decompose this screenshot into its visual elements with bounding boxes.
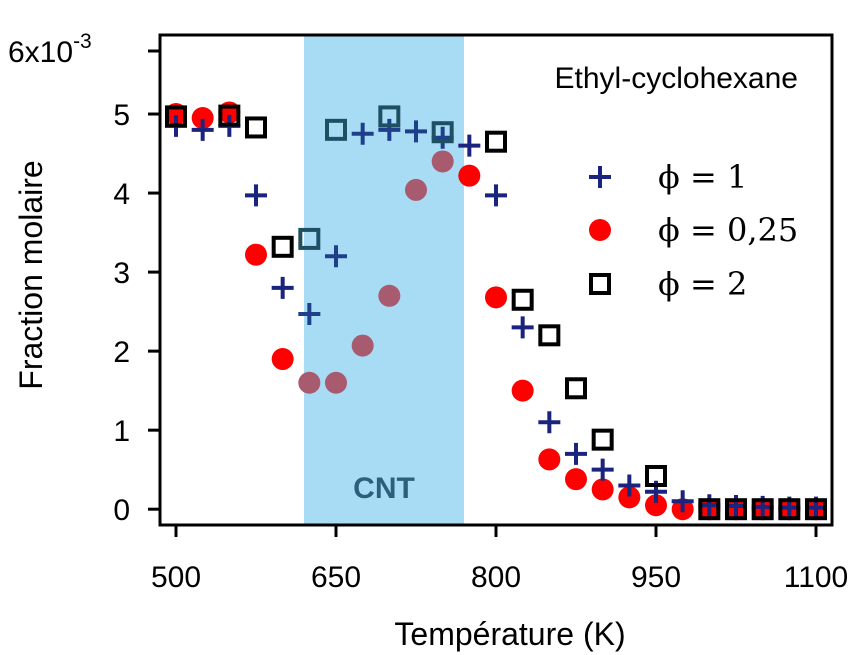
point-square-0	[165, 105, 187, 128]
legend-marker-circle	[589, 219, 611, 241]
cnt-band	[304, 35, 464, 525]
point-square-14	[698, 498, 721, 521]
point-square-11	[565, 377, 587, 400]
point-circle-15	[565, 468, 587, 491]
point-plus-8	[378, 118, 401, 141]
point-circle-1	[191, 106, 214, 129]
point-plus-5	[298, 302, 321, 325]
point-square-4	[298, 227, 321, 250]
point-square-16	[751, 498, 774, 521]
y-tick-label: 2	[113, 336, 130, 369]
point-plus-9	[405, 120, 427, 143]
point-plus-13	[511, 316, 534, 339]
y-scale-exponent: -3	[73, 30, 92, 53]
legend-marker-plus	[589, 166, 611, 188]
point-square-2	[245, 116, 267, 139]
x-tick-label: 950	[631, 561, 681, 594]
point-circle-7	[351, 334, 374, 357]
point-square-12	[591, 428, 614, 451]
point-square-15	[725, 498, 747, 521]
point-circle-10	[431, 150, 454, 173]
cnt-band-label: CNT	[353, 472, 415, 505]
y-tick-label: 4	[113, 178, 130, 211]
x-tick-label: 1100	[784, 561, 849, 594]
y-axis-title: Fraction molaire	[13, 160, 49, 389]
point-square-3	[271, 235, 294, 258]
point-plus-6	[325, 245, 347, 268]
legend: ϕ = 1 ϕ = 0,25 ϕ = 2	[589, 158, 798, 303]
point-circle-14	[538, 448, 561, 471]
point-square-6	[378, 105, 401, 128]
x-tick-label: 800	[471, 561, 521, 594]
point-square-8	[485, 130, 507, 153]
point-square-10	[538, 324, 561, 347]
legend-label-0: ϕ = 1	[658, 158, 747, 196]
compound-annotation: Ethyl-cyclohexane	[555, 62, 798, 95]
axis-ticks-layer: 500 650 800 950 1100 0 1 2 3 4 5	[113, 49, 849, 594]
point-square-13	[645, 465, 667, 487]
point-plus-17	[618, 474, 641, 497]
point-square-9	[511, 288, 534, 311]
data-points-layer	[165, 101, 827, 521]
point-circle-17	[618, 486, 641, 509]
point-plus-11	[458, 134, 481, 157]
point-plus-12	[485, 184, 507, 207]
x-axis-title: Température (K)	[394, 616, 625, 652]
y-scale-label: 6x10-3	[8, 30, 92, 69]
point-plus-16	[591, 458, 614, 481]
point-circle-4	[271, 348, 294, 371]
point-square-18	[805, 498, 827, 521]
y-tick-label: 1	[113, 415, 130, 448]
point-circle-16	[591, 478, 614, 501]
x-tick-label: 500	[151, 561, 201, 594]
y-tick-label: 0	[113, 494, 130, 527]
point-plus-19	[671, 490, 694, 513]
legend-label-2: ϕ = 2	[658, 265, 747, 303]
point-square-7	[431, 121, 454, 144]
point-circle-9	[405, 178, 427, 201]
point-plus-7	[351, 122, 374, 145]
point-square-5	[325, 118, 347, 141]
point-circle-3	[245, 243, 267, 266]
point-plus-1	[191, 118, 214, 141]
point-plus-4	[271, 276, 294, 299]
point-plus-14	[538, 411, 561, 434]
point-circle-5	[298, 371, 321, 394]
point-circle-18	[645, 494, 667, 517]
y-tick-label: 3	[113, 257, 130, 290]
point-square-1	[218, 104, 241, 127]
cnt-band-layer	[304, 35, 464, 525]
y-scale-base: 6x10	[8, 36, 73, 69]
point-circle-13	[511, 379, 534, 402]
y-tick-label: 5	[113, 99, 130, 132]
legend-label-1: ϕ = 0,25	[658, 211, 798, 249]
legend-marker-square	[589, 273, 611, 295]
x-tick-label: 650	[311, 561, 361, 594]
point-square-17	[778, 498, 801, 521]
point-plus-15	[565, 442, 587, 465]
point-plus-3	[245, 184, 267, 207]
point-circle-6	[325, 371, 347, 394]
point-circle-11	[458, 164, 481, 187]
point-circle-8	[378, 284, 401, 307]
point-circle-12	[485, 286, 507, 309]
